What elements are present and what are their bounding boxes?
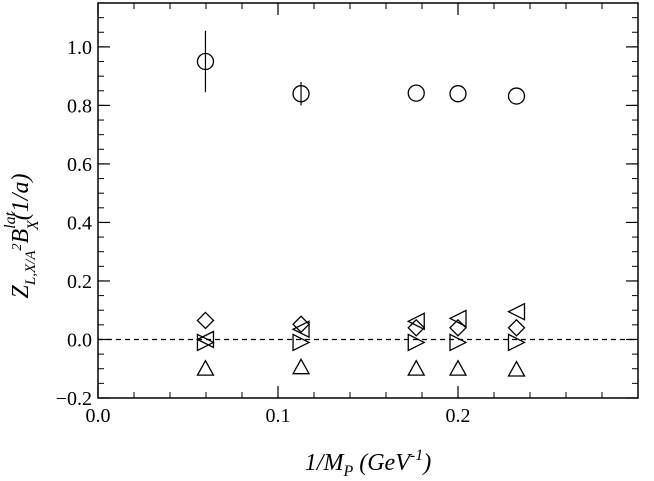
y-tick-label: 0.8 (67, 95, 92, 117)
triangle-up-marker (291, 357, 311, 375)
y-label-z-sup: 2 (10, 244, 25, 251)
x-label-unit-open: (GeV (353, 450, 412, 476)
x-tick-label: 0.2 (446, 405, 471, 427)
diamond-marker (196, 311, 215, 330)
plot-frame (97, 2, 639, 399)
triangle-left-marker (406, 312, 425, 331)
triangle-right-marker (292, 333, 311, 352)
circle-marker (407, 84, 425, 102)
triangle-left-marker (196, 330, 215, 349)
diamond-marker (507, 318, 526, 337)
triangle-right-marker (407, 333, 426, 352)
triangle-up-marker (196, 359, 215, 376)
triangle-left-marker (291, 320, 310, 339)
circle-marker (196, 52, 215, 71)
y-label-z-sub: L,X/A (23, 250, 39, 286)
triangle-up-marker (507, 360, 526, 377)
triangle-right-marker (196, 333, 215, 352)
x-label-unit-sup: -1 (410, 447, 423, 464)
y-label-b-sub: X (25, 219, 42, 231)
y-tick-label: 0.2 (67, 271, 92, 293)
x-tick-label: 0.0 (86, 405, 111, 427)
axis-ticks (97, 2, 639, 399)
triangle-up-marker (407, 359, 426, 376)
x-label-unit-close: ) (421, 450, 431, 476)
triangle-left-marker (448, 309, 467, 328)
x-label-main-sub: P (342, 463, 353, 480)
y-tick-label: 1.0 (67, 37, 92, 59)
circle-marker (449, 85, 467, 103)
x-axis-label: 1/MP (GeV-1) (305, 447, 431, 480)
y-tick-label: −0.2 (56, 388, 92, 410)
triangle-right-marker (449, 333, 468, 352)
y-tick-label: 0.6 (67, 154, 92, 176)
y-label-b-sup: lat (2, 211, 19, 228)
tick-labels: 0.0 0.1 0.2−0.20.00.20.40.60.81.0 (56, 37, 471, 427)
y-label-b: B (8, 229, 34, 244)
x-label-main: 1/M (305, 450, 346, 476)
y-label-unit: (1/a) (8, 174, 34, 221)
data-markers (196, 30, 526, 377)
circle-marker (507, 87, 526, 105)
y-label-z: Z (8, 284, 34, 298)
triangle-left-marker (507, 302, 526, 321)
y-tick-label: 0.0 (67, 329, 92, 351)
diamond-marker (292, 315, 310, 334)
diamond-marker (407, 318, 426, 337)
x-tick-label: 0.1 (266, 405, 291, 427)
y-axis-label: ZL,X/A2Blat X(1/a) (2, 174, 42, 299)
circle-marker (292, 85, 310, 103)
y-tick-label: 0.4 (67, 212, 92, 234)
triangle-right-marker (507, 333, 526, 352)
triangle-up-marker (448, 359, 468, 376)
